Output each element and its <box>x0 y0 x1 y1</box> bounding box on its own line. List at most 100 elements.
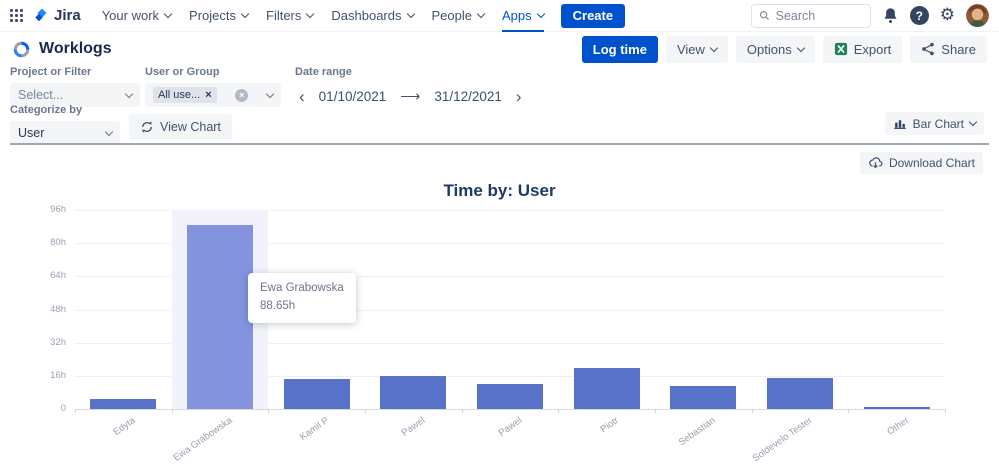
y-axis-tick-label: 16h <box>50 369 66 381</box>
x-axis-label: Other <box>885 415 911 438</box>
profile-button[interactable] <box>966 4 989 27</box>
bar-edyta[interactable] <box>90 398 157 409</box>
remove-tag-icon[interactable]: × <box>205 88 212 101</box>
download-cloud-icon <box>869 157 883 169</box>
tooltip-category: Ewa Grabowska <box>260 282 344 294</box>
arrow-right-icon: ⟶ <box>400 87 421 104</box>
section-divider <box>10 143 989 145</box>
export-button[interactable]: Export <box>822 35 903 63</box>
y-axis-tick-label: 48h <box>50 303 66 315</box>
help-button[interactable]: ? <box>909 6 929 25</box>
share-icon <box>922 42 935 56</box>
nav-item-filters[interactable]: Filters <box>257 0 322 32</box>
bar-other[interactable] <box>863 406 930 409</box>
gear-icon: ⚙ <box>939 5 955 25</box>
chevron-down-icon <box>476 9 486 19</box>
header-actions: Log time View Options Export Share <box>581 35 987 63</box>
x-axis-label: Sebastian <box>676 415 718 449</box>
chevron-down-icon <box>968 117 978 127</box>
next-period-button[interactable]: › <box>515 86 522 106</box>
date-start[interactable]: 01/10/2021 <box>318 88 387 104</box>
app-switcher-icon[interactable] <box>10 9 23 22</box>
settings-button[interactable]: ⚙ <box>940 7 955 24</box>
help-icon: ? <box>909 6 929 25</box>
date-end[interactable]: 31/12/2021 <box>434 88 502 104</box>
date-range-group: Date range ‹ 01/10/2021 ⟶ 31/12/2021 › <box>295 66 526 109</box>
x-axis-tick <box>848 409 850 413</box>
download-chart-button[interactable]: Download Chart <box>859 152 983 174</box>
chevron-down-icon <box>240 9 250 19</box>
refresh-icon <box>142 121 152 133</box>
bar-chart-icon <box>893 120 906 129</box>
chevron-down-icon <box>709 43 719 52</box>
x-axis-tick <box>461 409 463 413</box>
bar-ewa-grabowska[interactable] <box>187 225 253 409</box>
clear-field-icon[interactable]: × <box>235 88 249 102</box>
bar-pawel[interactable] <box>380 375 447 409</box>
x-axis-label: Ewa Grabowska <box>171 415 235 464</box>
chevron-down-icon <box>163 9 173 19</box>
top-navigation-bar: Jira Your work Projects Filters Dashboar… <box>0 0 999 32</box>
nav-item-your-work[interactable]: Your work <box>93 0 180 32</box>
categorize-by-label: Categorize by <box>10 104 83 116</box>
x-axis-label: Edyta <box>111 415 138 438</box>
chevron-down-icon <box>124 89 134 98</box>
chevron-down-icon <box>104 127 114 136</box>
x-axis-tick <box>75 409 76 413</box>
avatar <box>966 4 989 27</box>
chevron-down-icon <box>306 9 315 19</box>
user-group-filter-select[interactable]: All use... × × <box>145 83 281 107</box>
options-dropdown-button[interactable]: Options <box>735 35 815 63</box>
y-axis-tick-label: 0 <box>60 403 66 414</box>
bar-pawel[interactable] <box>477 384 543 409</box>
share-button[interactable]: Share <box>910 35 987 63</box>
page-title: Worklogs <box>39 40 112 57</box>
chart-tooltip: Ewa Grabowska 88.65h <box>248 273 356 323</box>
bar-kamil-p[interactable] <box>283 378 350 409</box>
create-button[interactable]: Create <box>560 3 626 28</box>
x-axis-label: Piotr <box>598 415 621 436</box>
global-search[interactable] <box>750 3 871 28</box>
date-range-picker[interactable]: 01/10/2021 ⟶ 31/12/2021 <box>308 83 512 109</box>
user-group-filter-label: User or Group <box>145 66 220 78</box>
x-axis-tick <box>655 409 656 413</box>
nav-item-dashboards[interactable]: Dashboards <box>322 0 422 32</box>
page-header: Worklogs Log time View Options Export Sh… <box>0 34 999 64</box>
view-dropdown-button[interactable]: View <box>665 35 728 63</box>
excel-export-icon <box>834 42 847 56</box>
x-axis-label: Pawel <box>496 415 525 439</box>
bar-sebastian[interactable] <box>670 386 737 409</box>
nav-item-apps[interactable]: Apps <box>493 0 553 32</box>
project-filter-select[interactable]: Select... <box>10 83 140 107</box>
jira-logo-icon <box>35 8 47 21</box>
x-axis-tick <box>365 409 366 413</box>
chevron-down-icon <box>536 9 545 19</box>
jira-logo[interactable]: Jira <box>33 7 81 25</box>
x-axis-tick <box>268 409 270 413</box>
x-axis-label: Pawel <box>400 415 428 439</box>
search-icon <box>759 11 769 20</box>
x-axis-line <box>75 409 945 410</box>
user-group-filter-group: User or Group All use... × × <box>145 66 281 107</box>
brand-name: Jira <box>54 7 81 24</box>
bar-piotr[interactable] <box>573 367 640 409</box>
x-axis-label: Soldevelo Tester <box>750 415 815 464</box>
chevron-down-icon <box>796 43 805 52</box>
previous-period-button[interactable]: ‹ <box>299 86 305 106</box>
search-input[interactable] <box>775 8 863 23</box>
x-axis-tick <box>751 409 753 413</box>
x-axis-tick <box>558 409 560 413</box>
log-time-button[interactable]: Log time <box>581 35 658 63</box>
view-chart-button[interactable]: View Chart <box>129 114 232 140</box>
categorize-by-select[interactable]: User <box>10 121 120 145</box>
date-range-label: Date range <box>295 66 352 78</box>
bar-soldevelo-tester[interactable] <box>767 377 833 409</box>
nav-item-people[interactable]: People <box>423 0 493 32</box>
categorize-by-group: Categorize by User <box>10 104 120 145</box>
date-range-control: ‹ 01/10/2021 ⟶ 31/12/2021 › <box>295 83 526 109</box>
notifications-button[interactable] <box>882 7 899 24</box>
bell-icon <box>884 8 897 23</box>
nav-item-projects[interactable]: Projects <box>180 0 257 32</box>
chart-type-dropdown[interactable]: Bar Chart <box>884 112 984 135</box>
nav-right-controls: ? ⚙ <box>750 3 989 28</box>
